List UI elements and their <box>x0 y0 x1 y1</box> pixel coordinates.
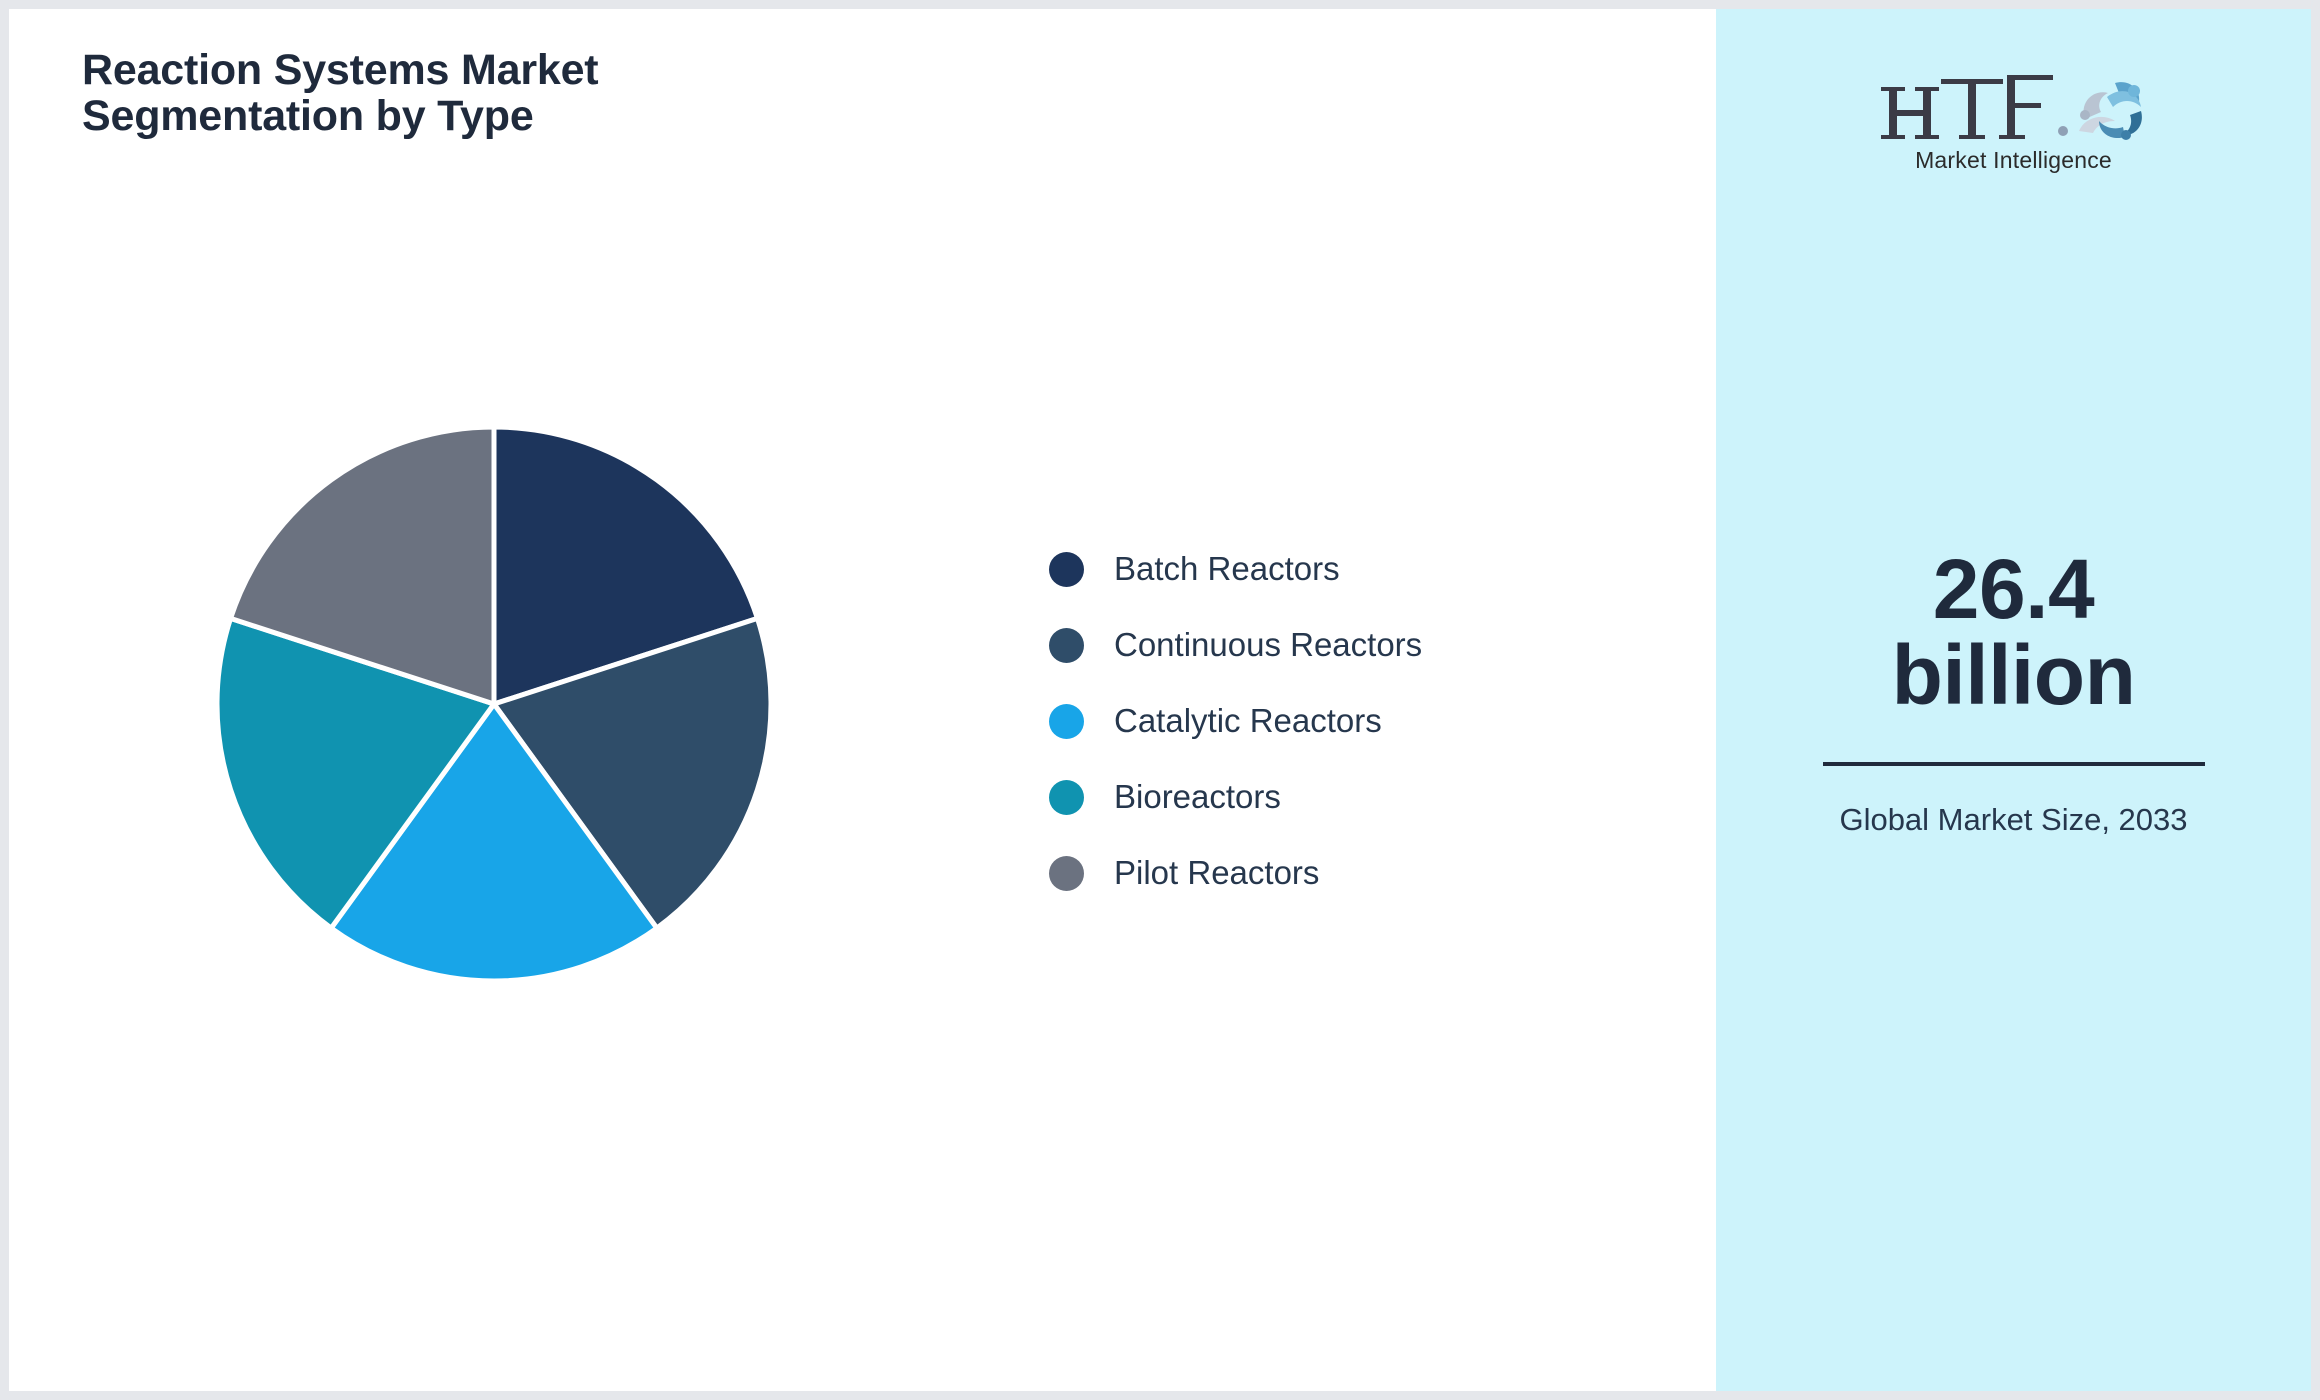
pie-slice[interactable] <box>491 424 760 707</box>
stat-caption: Global Market Size, 2033 <box>1839 802 2188 838</box>
pie-slice[interactable] <box>214 615 497 931</box>
stat-number: 26.4 <box>1932 542 2095 636</box>
legend-item[interactable]: Pilot Reactors <box>1049 835 1649 911</box>
pie-slice[interactable] <box>491 615 774 931</box>
stat-sidebar: Market Intelligence 26.4 billion Global … <box>1716 9 2311 1391</box>
chart-legend: Batch Reactors Continuous Reactors Catalyt… <box>1049 531 1649 911</box>
legend-swatch-icon <box>1049 627 1084 663</box>
market-size-stat: 26.4 billion Global Market Size, 2033 <box>1716 542 2311 840</box>
pie-chart-svg <box>214 424 774 984</box>
legend-item-label: Pilot Reactors <box>1114 854 1320 891</box>
stat-unit: billion <box>1891 627 2136 722</box>
brand-logo: Market Intelligence <box>1716 67 2311 174</box>
stat-divider <box>1822 762 2205 767</box>
pie-slice[interactable] <box>328 701 660 984</box>
htf-logo-icon <box>1880 75 2142 140</box>
brand-tagline: Market Intelligence <box>1915 147 2112 173</box>
pie-chart <box>209 419 789 999</box>
page-title: Reaction Systems Market Segmentation by … <box>82 47 982 139</box>
legend-item[interactable]: Catalytic Reactors <box>1049 683 1649 759</box>
legend-swatch-icon <box>1049 779 1084 815</box>
legend-item[interactable]: Continuous Reactors <box>1049 607 1649 683</box>
legend-swatch-icon <box>1049 855 1084 891</box>
legend-item-label: Batch Reactors <box>1114 550 1340 587</box>
pie-slice[interactable] <box>228 424 497 707</box>
legend-swatch-icon <box>1049 551 1084 587</box>
stat-value: 26.4 billion <box>1716 542 2311 722</box>
legend-item[interactable]: Batch Reactors <box>1049 531 1649 607</box>
poster-inner: Reaction Systems Market Segmentation by … <box>9 9 2311 1391</box>
page-title-line2: Segmentation by Type <box>82 92 534 140</box>
legend-item[interactable]: Bioreactors <box>1049 759 1649 835</box>
chart-area: Reaction Systems Market Segmentation by … <box>9 9 1716 1391</box>
page-title-line1: Reaction Systems Market <box>82 46 599 94</box>
legend-item-label: Continuous Reactors <box>1114 626 1423 663</box>
legend-item-label: Bioreactors <box>1114 778 1281 815</box>
legend-item-label: Catalytic Reactors <box>1114 702 1382 739</box>
legend-swatch-icon <box>1049 703 1084 739</box>
